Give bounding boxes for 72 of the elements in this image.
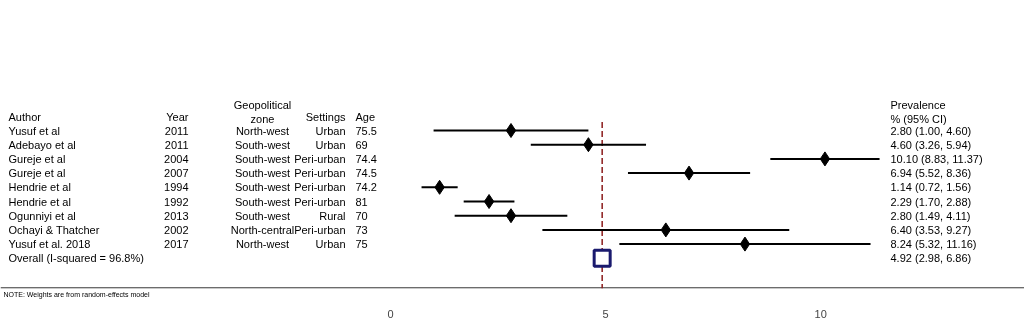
y-tick-label: Ochayi & Thatcher (8, 223, 100, 236)
annotation: 10.10 (8.83, 11.37) (890, 152, 983, 165)
annotation: 2.29 (1.70, 2.88) (890, 195, 972, 208)
annotation: Age (355, 111, 376, 124)
point (683, 165, 695, 181)
annotation: South-west (234, 152, 291, 165)
annotation: 2002 (164, 223, 189, 236)
y-tick-label: Hendrie et al (8, 181, 71, 194)
annotation: Peri-urban (294, 152, 346, 165)
y-tick-label: Hendrie et al (8, 195, 71, 208)
point (505, 123, 517, 138)
annotation: South-west (234, 209, 291, 222)
annotation: Prevalence % (95% CI) (890, 98, 947, 126)
annotation: Urban (315, 138, 346, 151)
annotation: Year (166, 111, 189, 124)
annotation: Peri-urban (294, 223, 346, 236)
annotation: 2004 (164, 152, 189, 165)
annotation: 1.14 (0.72, 1.56) (890, 181, 972, 194)
annotation: South-west (234, 195, 291, 208)
annotation: Peri-urban (294, 181, 346, 194)
annotation: Peri-urban (294, 167, 346, 180)
annotation: 69 (355, 138, 368, 151)
annotation: 6.94 (5.52, 8.36) (890, 167, 972, 180)
x-tick-label: 5 (602, 307, 609, 320)
annotation: 2.80 (1.49, 4.11) (890, 209, 971, 222)
annotation: Rural (319, 209, 346, 222)
annotation: 81 (355, 195, 368, 208)
x-tick-label: 0 (387, 307, 394, 320)
annotation: 4.92 (2.98, 6.86) (890, 252, 972, 265)
annotation: North-west (235, 238, 290, 251)
point (592, 248, 612, 268)
point (739, 236, 751, 252)
annotation: 73 (355, 223, 368, 236)
annotation: 74.4 (355, 152, 377, 165)
annotation: Settings (305, 111, 346, 124)
y-tick-label: Gureje et al (8, 152, 66, 165)
point (505, 208, 517, 224)
annotation: 4.60 (3.26, 5.94) (890, 138, 972, 151)
annotation: 74.2 (355, 181, 377, 194)
annotation: South-west (234, 138, 291, 151)
annotation: 70 (355, 209, 368, 222)
annotation: North-west (235, 124, 290, 137)
annotation: Author (8, 111, 42, 124)
annotation: 1994 (164, 181, 189, 194)
y-tick-label: Yusuf et al (8, 124, 60, 137)
annotation: Peri-urban (294, 195, 346, 208)
annotation: South-west (234, 181, 291, 194)
annotation: 2007 (164, 167, 189, 180)
annotation: Urban (315, 238, 346, 251)
annotation: 6.40 (3.53, 9.27) (890, 223, 972, 236)
y-tick-label: Gureje et al (8, 167, 66, 180)
annotation: 1992 (164, 195, 189, 208)
annotation: 75.5 (355, 124, 377, 137)
point (819, 151, 831, 167)
annotation: 2.80 (1.00, 4.60) (890, 124, 972, 137)
y-tick-label: Overall (I-squared = 96.8%) (8, 252, 144, 265)
annotation: South-west (234, 167, 291, 180)
annotation: 2017 (164, 238, 189, 251)
x-tick-label: 10 (814, 307, 827, 320)
point (483, 194, 495, 209)
annotation: 2013 (164, 209, 189, 222)
annotation: 2011 (164, 124, 189, 137)
annotation: 75 (355, 238, 368, 251)
annotation: Geopolitical zone (233, 98, 292, 126)
y-tick-label: Yusuf et al. 2018 (8, 238, 91, 251)
annotation: 8.24 (5.32, 11.16) (890, 238, 977, 251)
annotation: 74.5 (355, 167, 377, 180)
annotation: Urban (315, 124, 346, 137)
annotation: North-central (230, 223, 295, 236)
y-tick-label: Adebayo et al (8, 138, 76, 151)
y-tick-label: Ogunniyi et al (8, 209, 76, 222)
annotation: 2011 (164, 138, 189, 151)
